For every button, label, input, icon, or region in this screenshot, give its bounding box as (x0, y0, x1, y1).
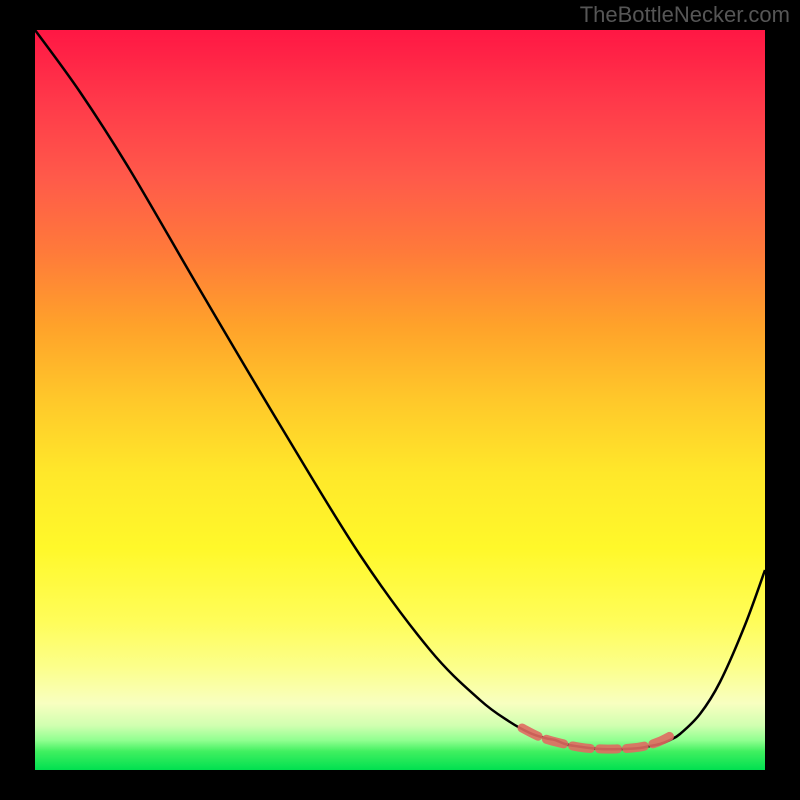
chart-svg (0, 0, 800, 800)
attribution-text: TheBottleNecker.com (580, 2, 790, 28)
bottleneck-curve (35, 30, 765, 749)
optimal-zone-band (522, 728, 674, 749)
chart-container: TheBottleNecker.com (0, 0, 800, 800)
